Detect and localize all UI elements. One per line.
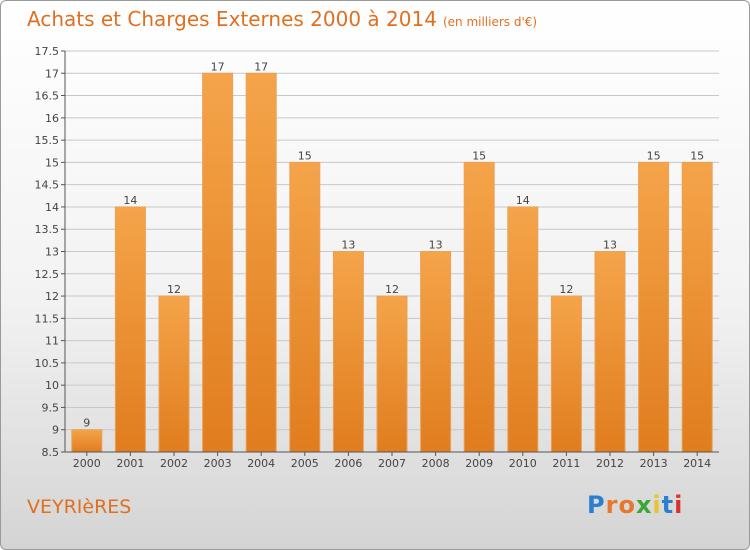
bar-2002 [158,295,190,453]
y-tick-label: 11 [45,335,59,348]
y-tick-label: 15 [45,156,59,169]
chart-title: Achats et Charges Externes 2000 à 2014 (e… [27,7,537,31]
bar-2013 [638,161,670,453]
x-tick-label-2002: 2002 [160,457,188,470]
bar-2000 [71,429,103,453]
x-tick-label-2003: 2003 [204,457,232,470]
bar-2011 [550,295,582,453]
x-tick-label-2004: 2004 [247,457,275,470]
bar-2005 [289,161,321,453]
value-label-2004: 17 [254,60,268,73]
value-label-2006: 13 [341,239,355,252]
value-labels: 9 14 12 17 17 15 13 12 13 15 14 12 13 15 15 [83,60,704,429]
y-axis: 8.5 9 9.5 10 10.5 11 11.5 12 12.5 13 13.5 14 14.5 15 1… [35,45,66,459]
bar-2004 [245,72,277,453]
y-tick-label: 14.5 [35,179,60,192]
x-tick-label-2007: 2007 [378,457,406,470]
bar-2007 [376,295,408,453]
x-axis: 2000 2001 2002 2003 2004 2005 2006 2007 2008 2009… [65,451,719,470]
logo-letter: o [618,491,636,519]
y-tick-label: 12 [45,290,59,303]
value-label-2014: 15 [690,149,704,162]
x-tick-label-2006: 2006 [334,457,362,470]
x-tick-label-2012: 2012 [596,457,624,470]
bar-2012 [594,251,626,453]
logo-letter: P [587,491,606,519]
x-tick-label-2011: 2011 [552,457,580,470]
bar-2010 [507,206,539,453]
value-label-2003: 17 [211,60,225,73]
y-tick-label: 13 [45,246,59,259]
x-tick-label-2005: 2005 [291,457,319,470]
y-tick-label: 9.5 [42,401,60,414]
x-tick-label-2008: 2008 [422,457,450,470]
x-tick-label-2000: 2000 [73,457,101,470]
value-label-2000: 9 [83,417,90,430]
chart-title-text: Achats et Charges Externes 2000 à 2014 [27,7,437,31]
x-tick-label-2010: 2010 [509,457,537,470]
x-tick-label-2009: 2009 [465,457,493,470]
bar-2014 [681,161,713,453]
value-label-2002: 12 [167,283,181,296]
y-tick-label: 16.5 [35,90,60,103]
bar-2009 [463,161,495,453]
value-label-2010: 14 [516,194,530,207]
bar-2008 [420,251,452,453]
y-tick-label: 16 [45,112,59,125]
bar-2001 [114,206,146,453]
x-tick-label-2013: 2013 [640,457,668,470]
proxiti-logo[interactable]: Proxiti [587,491,683,519]
bars [71,72,713,453]
bar-2003 [202,72,234,453]
value-label-2001: 14 [123,194,137,207]
logo-letter: i [652,491,662,519]
logo-letter: r [605,491,619,519]
y-tick-label: 17.5 [35,45,60,58]
y-tick-label: 17 [45,67,59,80]
value-label-2012: 13 [603,239,617,252]
y-tick-label: 11.5 [35,312,60,325]
value-label-2007: 12 [385,283,399,296]
bar-2006 [332,251,364,453]
value-label-2009: 15 [472,149,486,162]
chart-subtitle: (en milliers d'€) [442,15,538,29]
x-tick-label-2001: 2001 [116,457,144,470]
value-label-2008: 13 [429,239,443,252]
logo-letter: x [635,491,653,519]
y-tick-label: 15.5 [35,134,60,147]
x-tick-label-2014: 2014 [683,457,711,470]
y-tick-label: 10.5 [35,357,60,370]
value-label-2011: 12 [559,283,573,296]
y-tick-label: 10 [45,379,59,392]
value-label-2013: 15 [647,149,661,162]
logo-letter: t [661,491,675,519]
commune-name: VEYRIèRES [27,496,132,518]
y-tick-label: 14 [45,201,59,214]
y-tick-label: 12.5 [35,268,60,281]
y-tick-label: 8.5 [42,446,60,459]
y-tick-label: 13.5 [35,223,60,236]
value-label-2005: 15 [298,149,312,162]
logo-letter: i [674,491,684,519]
y-tick-label: 9 [52,424,59,437]
